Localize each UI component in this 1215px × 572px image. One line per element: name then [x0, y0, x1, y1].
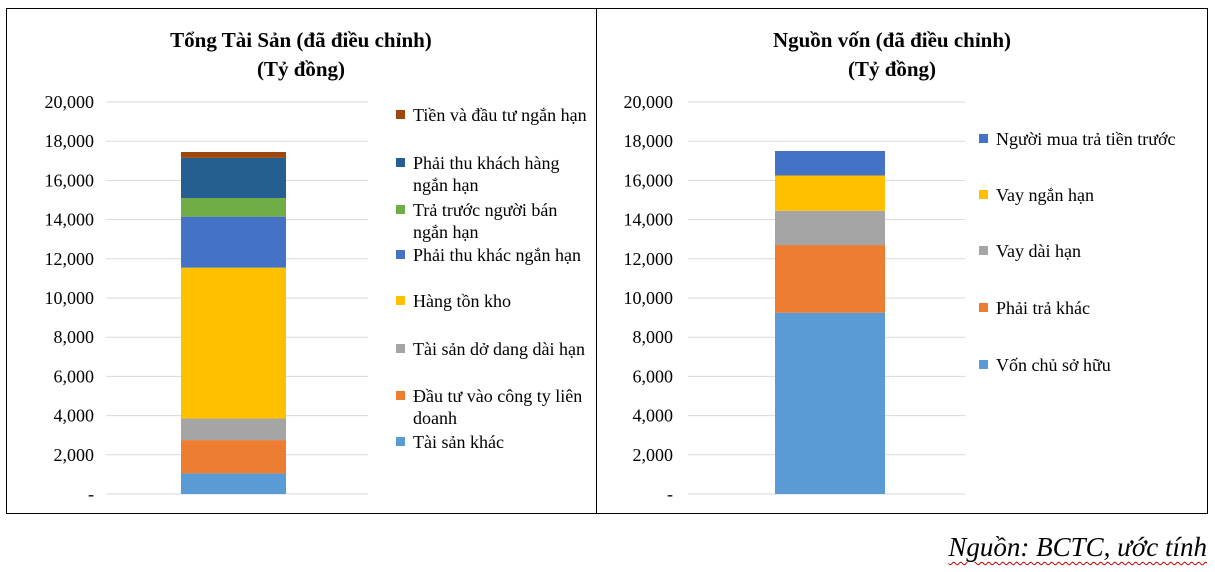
bar-segment [775, 151, 885, 176]
y-tick-label: 10,000 [624, 288, 674, 308]
legend-label: Đầu tư vào công ty liên doanh [413, 386, 583, 428]
chart-panel-capital: Nguồn vốn (đã điều chỉnh) (Tỷ đồng) - 2,0… [597, 8, 1208, 514]
legend-item: Trả trước người bán ngắn hạn [396, 199, 596, 243]
legend-swatch [396, 296, 405, 305]
bar-segment [181, 157, 286, 199]
chart-frame [6, 8, 1208, 514]
legend-swatch [979, 246, 988, 255]
legend-item: Đầu tư vào công ty liên doanh [396, 385, 596, 429]
y-tick-label: 4,000 [633, 406, 674, 426]
legend-swatch [396, 110, 405, 119]
chart-title: Nguồn vốn (đã điều chỉnh) (Tỷ đồng) [597, 26, 1187, 84]
legend-item: Hàng tồn kho [396, 290, 596, 312]
legend-label: Vay ngắn hạn [996, 185, 1094, 205]
legend-swatch [396, 391, 405, 400]
chart-plot: - 2,000 4,000 6,000 8,000 10,000 12,000 14,000 1… [45, 92, 368, 504]
legend-label: Phải thu khách hàng ngắn hạn [413, 153, 560, 195]
legend-label: Vốn chủ sở hữu [996, 355, 1111, 375]
legend-item: Vay dài hạn [979, 240, 1179, 262]
legend-item: Phải thu khác ngắn hạn [396, 244, 596, 266]
y-tick-label: 20,000 [624, 92, 674, 112]
legend-label: Vay dài hạn [996, 241, 1081, 261]
legend-item: Người mua trả tiền trước [979, 128, 1179, 150]
bar-segment [181, 418, 286, 441]
source-text: Nguồn: BCTC, ước tính [948, 532, 1207, 562]
y-tick-label: 10,000 [45, 288, 95, 308]
y-tick-label: 14,000 [624, 210, 674, 230]
y-tick-label: 16,000 [45, 170, 95, 190]
y-tick-label: 20,000 [45, 92, 95, 112]
bar-segment [181, 267, 286, 419]
y-tick-label: 8,000 [54, 327, 95, 347]
bar-segment [775, 312, 885, 494]
legend-swatch [396, 344, 405, 353]
y-tick-label: 16,000 [624, 170, 674, 190]
legend-swatch [396, 437, 405, 446]
y-tick-label: 12,000 [624, 249, 674, 269]
y-tick-label: 18,000 [45, 131, 95, 151]
chart-title: Tổng Tài Sản (đã điều chỉnh) (Tỷ đồng) [6, 26, 596, 84]
y-tick-label: 8,000 [633, 327, 674, 347]
legend-swatch [396, 205, 405, 214]
legend-item: Tiền và đầu tư ngắn hạn [396, 104, 596, 126]
legend-swatch [979, 303, 988, 312]
y-tick-label: - [667, 484, 673, 504]
y-tick-label: 14,000 [45, 210, 95, 230]
legend-label: Người mua trả tiền trước [996, 129, 1176, 149]
chart-title-line: Nguồn vốn (đã điều chỉnh) [772, 28, 1012, 52]
legend-swatch [979, 190, 988, 199]
bar-segment [775, 210, 885, 246]
bar-segment [181, 473, 286, 494]
chart-panel-assets: Tổng Tài Sản (đã điều chỉnh) (Tỷ đồng) -… [6, 8, 596, 514]
y-tick-label: 12,000 [45, 249, 95, 269]
legend-swatch [979, 360, 988, 369]
legend-swatch [396, 158, 405, 167]
legend-label: Tài sản dở dang dài hạn [413, 339, 585, 359]
legend-item: Phải trả khác [979, 297, 1179, 319]
legend-label: Hàng tồn kho [413, 291, 511, 311]
chart-divider [596, 8, 597, 514]
legend-item: Vay ngắn hạn [979, 184, 1179, 206]
legend-swatch [396, 250, 405, 259]
bar-segment [775, 245, 885, 313]
legend-item: Tài sản dở dang dài hạn [396, 338, 596, 360]
bar-segment [181, 440, 286, 474]
chart-subtitle: (Tỷ đồng) [256, 57, 346, 81]
y-tick-label: 4,000 [54, 406, 95, 426]
y-tick-label: 6,000 [54, 366, 95, 386]
y-tick-label: 2,000 [54, 445, 95, 465]
legend-item: Phải thu khách hàng ngắn hạn [396, 152, 596, 196]
legend-label: Tiền và đầu tư ngắn hạn [413, 105, 587, 125]
y-tick-label: 2,000 [633, 445, 674, 465]
legend-swatch [979, 134, 988, 143]
source-note: Nguồn: BCTC, ước tính [948, 532, 1207, 563]
bar-segment [181, 216, 286, 268]
bar-segment [181, 151, 286, 158]
legend-label: Tài sản khác [413, 432, 504, 452]
chart-title-line: Tổng Tài Sản (đã điều chỉnh) [170, 28, 432, 52]
y-tick-label: 18,000 [624, 131, 674, 151]
legend-item: Tài sản khác [396, 431, 596, 453]
legend-label: Trả trước người bán ngắn hạn [413, 200, 558, 242]
y-tick-label: 6,000 [633, 366, 674, 386]
bar-segment [181, 198, 286, 217]
y-tick-label: - [88, 484, 94, 504]
legend-label: Phải trả khác [996, 298, 1090, 318]
chart-plot: - 2,000 4,000 6,000 8,000 10,000 12,000 14,000 1… [624, 92, 965, 504]
bar-segment [775, 175, 885, 211]
legend-label: Phải thu khác ngắn hạn [413, 245, 581, 265]
chart-subtitle: (Tỷ đồng) [847, 57, 937, 81]
legend-item: Vốn chủ sở hữu [979, 354, 1179, 376]
